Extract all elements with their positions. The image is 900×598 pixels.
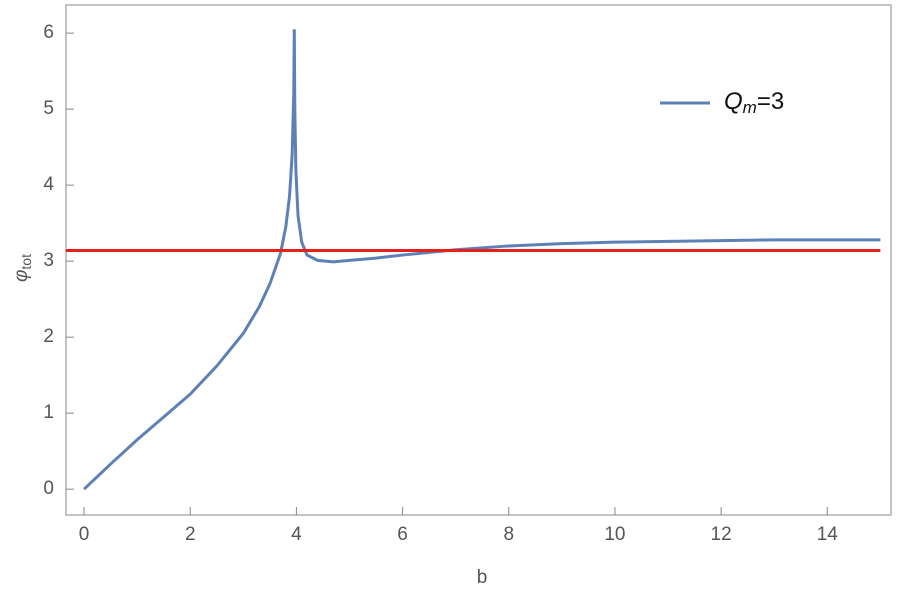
- x-tick-label: 12: [711, 524, 732, 545]
- y-tick-label: 4: [43, 174, 54, 195]
- legend-label: Qm=3: [724, 88, 784, 117]
- x-axis-label: b: [477, 567, 488, 588]
- legend-base: Q: [724, 88, 743, 115]
- y-tick-label: 1: [43, 402, 54, 423]
- legend-suffix: =3: [757, 88, 784, 115]
- y-tick-label: 5: [43, 98, 54, 119]
- legend-subscript: m: [743, 98, 757, 117]
- legend: Qm=3: [660, 88, 784, 117]
- series-line: [83, 29, 881, 491]
- y-tick-label: 6: [43, 22, 54, 43]
- y-tick-label: 0: [43, 478, 54, 499]
- x-tick-label: 4: [291, 524, 302, 545]
- x-tick-label: 2: [185, 524, 196, 545]
- plot-frame: [65, 4, 892, 516]
- x-tick-label: 10: [604, 524, 625, 545]
- x-tick-label: 14: [817, 524, 839, 545]
- y-tick-label: 3: [43, 250, 54, 271]
- x-tick-label: 8: [503, 524, 514, 545]
- y-label-subscript: tot: [18, 254, 34, 270]
- x-tick-label: 6: [397, 524, 408, 545]
- y-label-base: φ: [11, 270, 32, 282]
- y-tick-label: 2: [43, 326, 54, 347]
- x-tick-label: 0: [79, 524, 90, 545]
- y-axis-label: φtot: [11, 254, 34, 282]
